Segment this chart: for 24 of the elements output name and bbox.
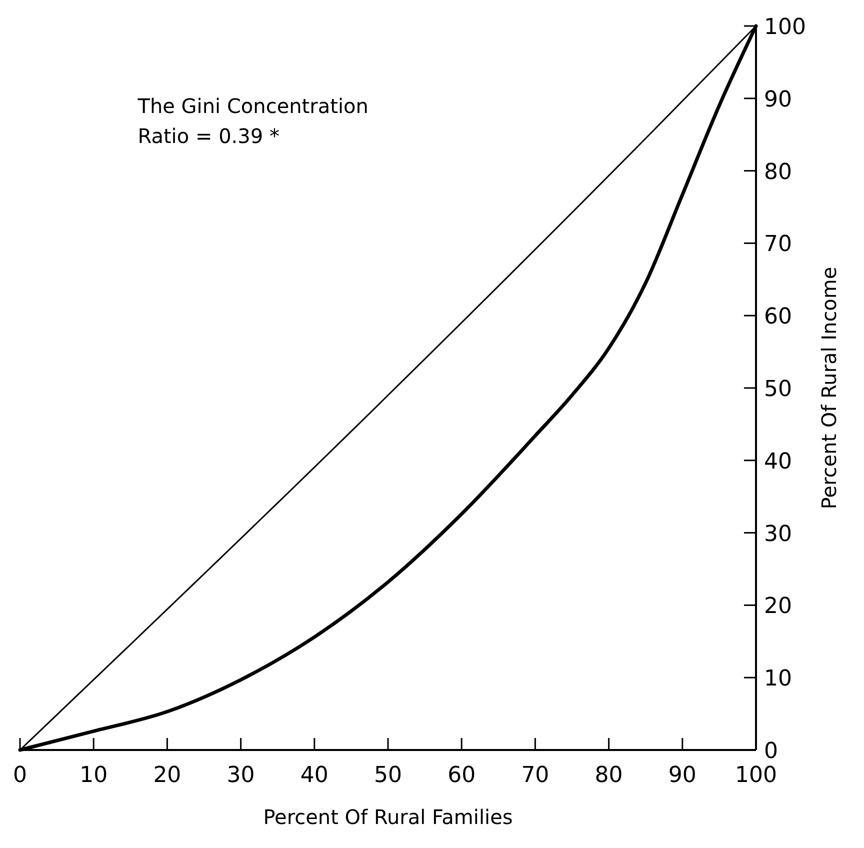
y-tick-label: 20 — [764, 594, 792, 620]
y-tick-label: 100 — [764, 15, 806, 40]
x-tick-label: 80 — [594, 763, 623, 788]
x-tick-label: 10 — [80, 763, 108, 788]
x-tick-label: 0 — [13, 763, 27, 788]
x-axis-title: Percent Of Rural Families — [263, 805, 513, 829]
x-tick-label: 20 — [153, 763, 182, 788]
y-tick-label: 60 — [764, 304, 792, 330]
y-tick-label: 10 — [764, 666, 792, 692]
y-tick-label: 50 — [764, 377, 792, 402]
x-tick-label: 50 — [374, 763, 402, 788]
y-tick-label: 90 — [764, 87, 792, 112]
x-tick-label: 40 — [300, 763, 328, 788]
x-tick-label: 30 — [226, 763, 255, 788]
y-axis-title: Percent Of Rural Income — [817, 266, 841, 510]
y-tick-label: 70 — [764, 232, 792, 258]
x-tick-label: 70 — [521, 763, 550, 788]
y-tick-label: 0 — [764, 739, 778, 764]
annotation: The Gini Concentration Ratio = 0.39 * — [136, 94, 368, 148]
y-tick-label: 80 — [764, 160, 792, 185]
x-tick-label: 90 — [668, 763, 696, 788]
y-tick-label: 30 — [764, 522, 792, 547]
x-tick-label: 60 — [448, 763, 476, 788]
y-tick-label: 40 — [764, 449, 792, 474]
